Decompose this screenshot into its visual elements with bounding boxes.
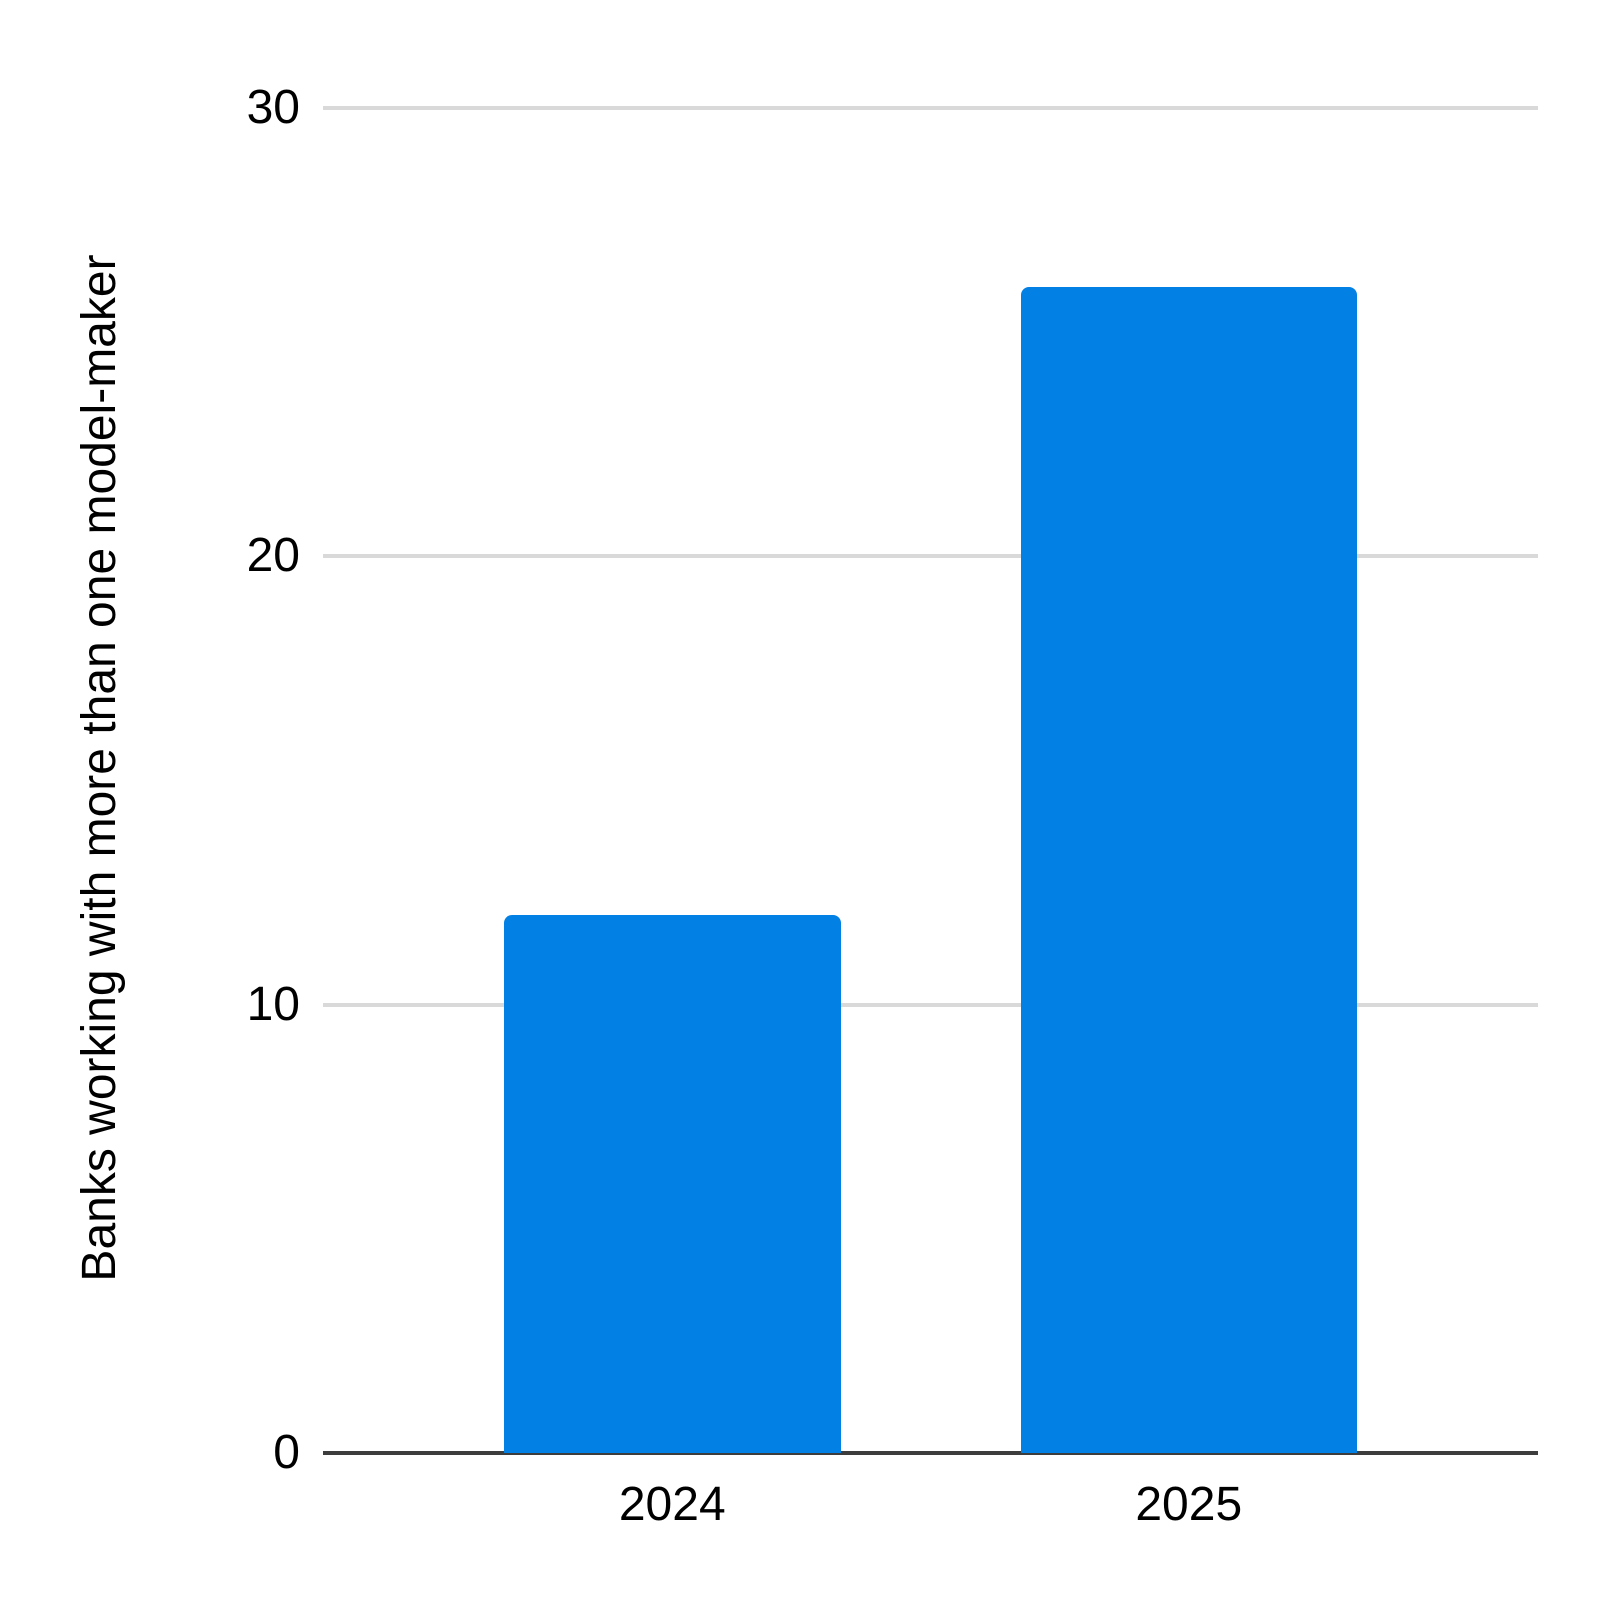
y-tick-label: 0	[273, 1426, 300, 1479]
gridline	[323, 554, 1538, 559]
y-tick-label: 20	[246, 529, 300, 583]
gridline	[323, 1002, 1538, 1007]
y-tick-label: 30	[246, 81, 300, 134]
y-tick-label: 10	[246, 977, 300, 1031]
bar-2024	[504, 915, 841, 1453]
gridline	[323, 106, 1538, 110]
bar-2025	[1020, 287, 1357, 1453]
x-tick-label: 2024	[618, 1478, 726, 1531]
y-axis-title: Banks working with more than one model-m…	[73, 254, 126, 1282]
x-tick-label: 2025	[1135, 1478, 1243, 1531]
plot-area	[323, 106, 1538, 1455]
x-axis-line	[323, 1451, 1538, 1455]
